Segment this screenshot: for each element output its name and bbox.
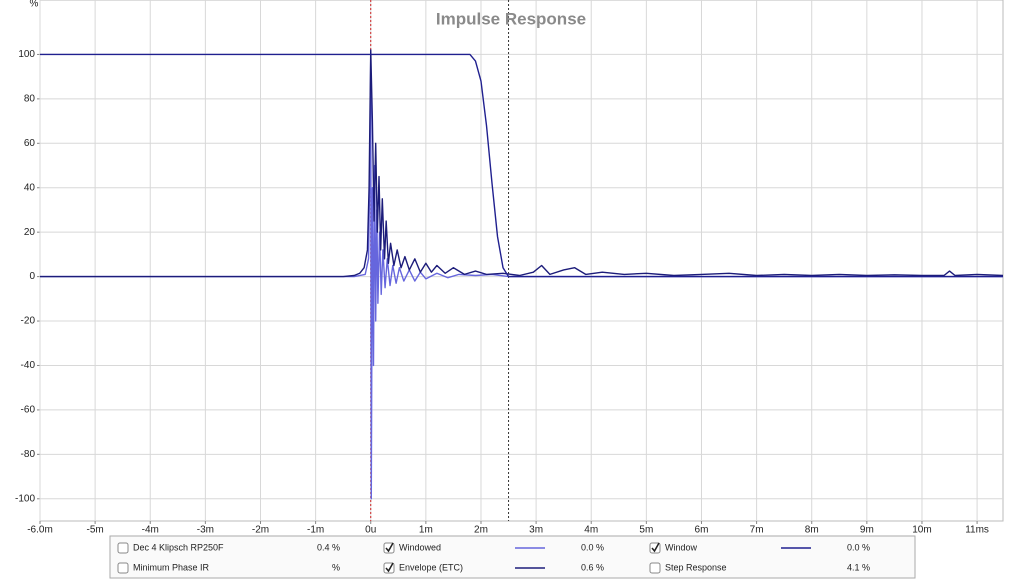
x-tick-label: -3m bbox=[197, 525, 214, 536]
y-tick-label: 100 bbox=[18, 49, 35, 60]
checkbox[interactable] bbox=[117, 542, 129, 554]
checkmark bbox=[385, 562, 394, 573]
y-tick-label: -40 bbox=[21, 360, 36, 371]
checkmark bbox=[651, 542, 660, 553]
x-tick-label: -2m bbox=[252, 525, 269, 536]
legend-readout: 0.4 % bbox=[317, 542, 340, 552]
legend-label: Windowed bbox=[399, 542, 441, 552]
y-tick-label: -100 bbox=[15, 493, 35, 504]
legend-readout: 0.0 % bbox=[847, 542, 870, 552]
x-tick-label: -5m bbox=[87, 525, 104, 536]
x-tick-label: 2m bbox=[474, 525, 488, 536]
x-tick-label: 1m bbox=[419, 525, 433, 536]
y-tick-label: 80 bbox=[24, 94, 36, 105]
x-tick-label: 10m bbox=[912, 525, 931, 536]
chart-title: Impulse Response bbox=[436, 9, 586, 28]
x-tick-label: 0u bbox=[365, 525, 376, 536]
y-tick-label: 60 bbox=[24, 138, 36, 149]
x-tick-label: 7m bbox=[750, 525, 764, 536]
x-tick-label: 8m bbox=[805, 525, 819, 536]
legend-label: Dec 4 Klipsch RP250F bbox=[133, 542, 224, 552]
legend-readout: 4.1 % bbox=[847, 562, 870, 572]
series-line bbox=[40, 53, 1003, 500]
y-tick-label: 20 bbox=[24, 227, 36, 238]
checkmark bbox=[385, 542, 394, 553]
series-line bbox=[40, 53, 1003, 278]
legend-box bbox=[109, 535, 916, 579]
plot-area bbox=[39, 0, 1004, 522]
y-axis-label: % bbox=[30, 0, 39, 10]
legend-readout: % bbox=[332, 562, 340, 572]
y-tick-label: -80 bbox=[21, 449, 36, 460]
x-tick-label: -4m bbox=[142, 525, 159, 536]
legend-readout: 0.0 % bbox=[581, 542, 604, 552]
y-tick-label: 40 bbox=[24, 182, 36, 193]
x-tick-label: 4m bbox=[584, 525, 598, 536]
checkbox[interactable] bbox=[649, 562, 661, 574]
y-tick-label: 0 bbox=[29, 271, 35, 282]
legend-label: Window bbox=[665, 542, 698, 552]
x-tick-label: 9m bbox=[860, 525, 874, 536]
series-line bbox=[40, 49, 1004, 278]
x-tick-label: -6.0m bbox=[27, 525, 53, 536]
legend: Windowed 0.0 % Envelope (ETC) 0.6 % Window 0.… bbox=[117, 542, 870, 574]
y-tick-label: -20 bbox=[21, 316, 36, 327]
legend-label: Step Response bbox=[665, 562, 727, 572]
checkbox[interactable] bbox=[117, 562, 129, 574]
x-tick-label: -1m bbox=[307, 525, 324, 536]
legend-label: Minimum Phase IR bbox=[133, 562, 210, 572]
x-tick-label: 3m bbox=[529, 525, 543, 536]
lines bbox=[40, 0, 1004, 521]
legend-label: Envelope (ETC) bbox=[399, 562, 463, 572]
x-tick-label: 6m bbox=[695, 525, 709, 536]
x-tick-label: 5m bbox=[639, 525, 653, 536]
legend-readout: 0.6 % bbox=[581, 562, 604, 572]
x-tick-label: 11ms bbox=[965, 525, 989, 536]
y-tick-label: -60 bbox=[21, 405, 36, 416]
